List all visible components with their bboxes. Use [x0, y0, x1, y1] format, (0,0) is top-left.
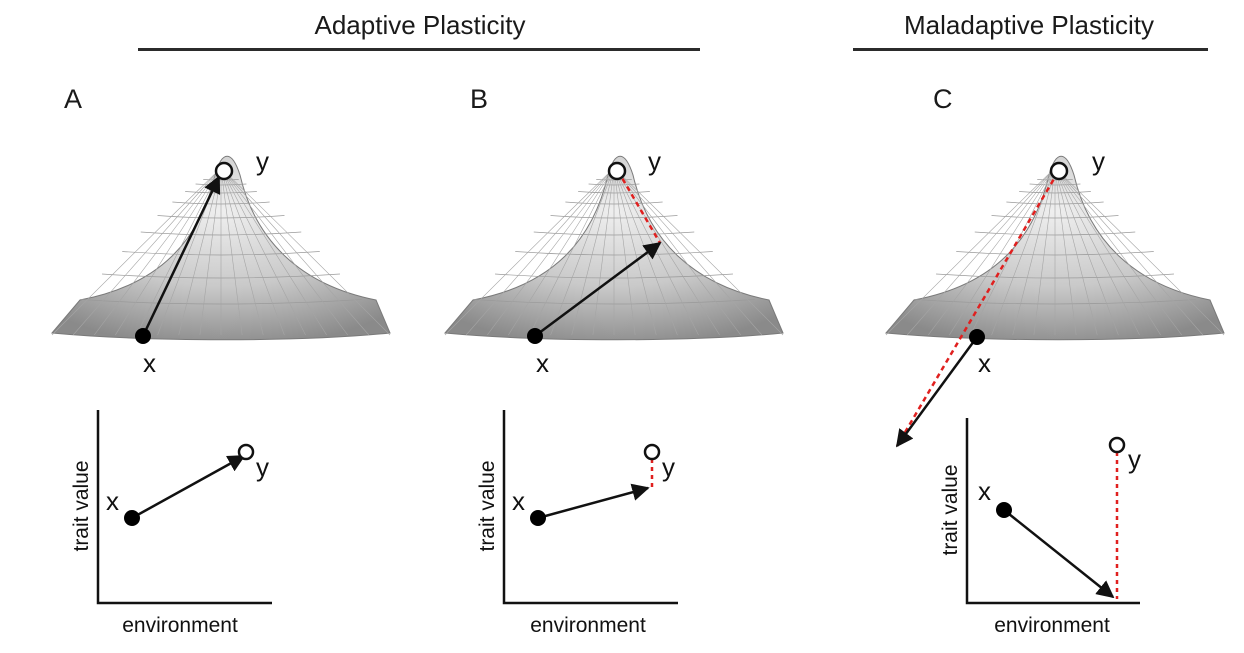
panel-b-optimum-point [607, 161, 627, 181]
surface-rib-line [72, 167, 222, 336]
adaptive-header-rule [138, 48, 700, 51]
panel-c-start-label: x [978, 348, 991, 378]
surface-rib-line [220, 167, 370, 336]
panel-c-norm-arrow [1003, 509, 1115, 599]
surface-rib-line [220, 167, 306, 336]
panel-c-target-label: y [1092, 146, 1105, 176]
panel-a-letter: A [64, 84, 83, 114]
panel-b-norm-arrow [537, 483, 650, 520]
surface-rib-line [1054, 167, 1161, 336]
panel-c-norm-optimum [1108, 436, 1126, 454]
panel-a-norm-optimum [237, 443, 255, 461]
panel-a-fitness-landscape: x y [50, 146, 391, 378]
surface-rib-line [220, 167, 243, 336]
surface-rib-line [220, 167, 285, 336]
surface-rib-line [529, 167, 615, 336]
panel-b-letter: B [470, 84, 489, 114]
panel-b-norm-start [530, 510, 546, 526]
panel-a-path-arrow [141, 175, 221, 337]
surface-rib-line [928, 167, 1056, 336]
surface-rib-line [1054, 167, 1077, 336]
panel-c-start-point [969, 329, 985, 345]
panel-c-path-arrow [895, 336, 979, 448]
surface-rib-line [1054, 167, 1225, 336]
panel-a-y-axis-label: trait value [70, 460, 93, 551]
panel-a-norm-target-label: y [256, 452, 269, 482]
panel-b-target-label: y [648, 146, 661, 176]
panel-a-start-point [135, 328, 151, 344]
panel-a-reaction-norm: trait value environment x y [70, 410, 272, 637]
panel-c-optimum-point [1049, 161, 1069, 181]
panel-b-start-label: x [536, 348, 549, 378]
maladaptive-header-rule [853, 48, 1208, 51]
panel-b-norm-optimum [643, 443, 661, 461]
panel-b-norm-target-label: y [662, 452, 675, 482]
surface-rib-line [1012, 167, 1056, 336]
panel-a-optimum-point [214, 161, 234, 181]
surface-rib-line [550, 167, 615, 336]
panel-b-gap-line [616, 170, 662, 244]
panel-a-start-label: x [143, 348, 156, 378]
panel-c-surface-grid [885, 167, 1225, 336]
maladaptive-plasticity-header: Maladaptive Plasticity [904, 10, 1154, 40]
panel-c-x-axis-label: environment [994, 614, 1110, 637]
panel-b-path-arrow [534, 241, 662, 338]
panel-a-x-axis-label: environment [122, 614, 238, 637]
panel-b-start-point [527, 328, 543, 344]
surface-rib-line [571, 167, 615, 336]
panel-b-norm-start-label: x [512, 486, 525, 516]
panel-c-gap-line [895, 171, 1060, 447]
panel-a-axes [96, 410, 272, 605]
surface-rib-line [1033, 167, 1056, 336]
surface-rib-line [592, 167, 615, 336]
panel-c-axes [965, 418, 1140, 605]
surface-rib-line [1054, 167, 1098, 336]
surface-rib-line [949, 167, 1056, 336]
panel-b-reaction-norm: trait value environment x y [476, 410, 678, 637]
surface-rib-line [220, 167, 391, 336]
surface-rib-line [1054, 167, 1119, 336]
panel-a-norm-arrow [131, 454, 246, 520]
panel-c-y-axis-label: trait value [939, 464, 962, 555]
panel-a-norm-start-label: x [106, 486, 119, 516]
panel-c-letter: C [933, 84, 953, 114]
surface-rib-line [1054, 167, 1204, 336]
panel-b-axes [502, 410, 678, 605]
surface-rib-line [613, 167, 763, 336]
surface-rib-line [1054, 167, 1182, 336]
panel-b-fitness-landscape: x y [443, 146, 784, 378]
panel-a-target-label: y [256, 146, 269, 176]
panel-c-norm-start-label: x [978, 476, 991, 506]
panel-c-norm-start [996, 502, 1012, 518]
adaptive-plasticity-header: Adaptive Plasticity [314, 10, 526, 40]
surface-rib-line [613, 167, 636, 336]
panel-c-reaction-norm: trait value environment x y [939, 418, 1141, 637]
surface-rib-line [906, 167, 1056, 336]
surface-rib-line [885, 167, 1056, 336]
panel-b-y-axis-label: trait value [476, 460, 499, 551]
surface-rib-line [465, 167, 615, 336]
surface-rib-line [51, 167, 222, 336]
panel-c-fitness-landscape: x y [884, 146, 1225, 448]
surface-rib-line [220, 167, 327, 336]
panel-c-norm-target-label: y [1128, 444, 1141, 474]
surface-rib-line [613, 167, 741, 336]
surface-rib-line [487, 167, 615, 336]
surface-rib-line [613, 167, 784, 336]
surface-rib-line [508, 167, 615, 336]
surface-rib-line [220, 167, 264, 336]
surface-rib-line [1054, 167, 1140, 336]
surface-rib-line [220, 167, 348, 336]
panel-b-x-axis-label: environment [530, 614, 646, 637]
surface-rib-line [444, 167, 615, 336]
surface-rib-line [613, 167, 657, 336]
panel-a-norm-start [124, 510, 140, 526]
